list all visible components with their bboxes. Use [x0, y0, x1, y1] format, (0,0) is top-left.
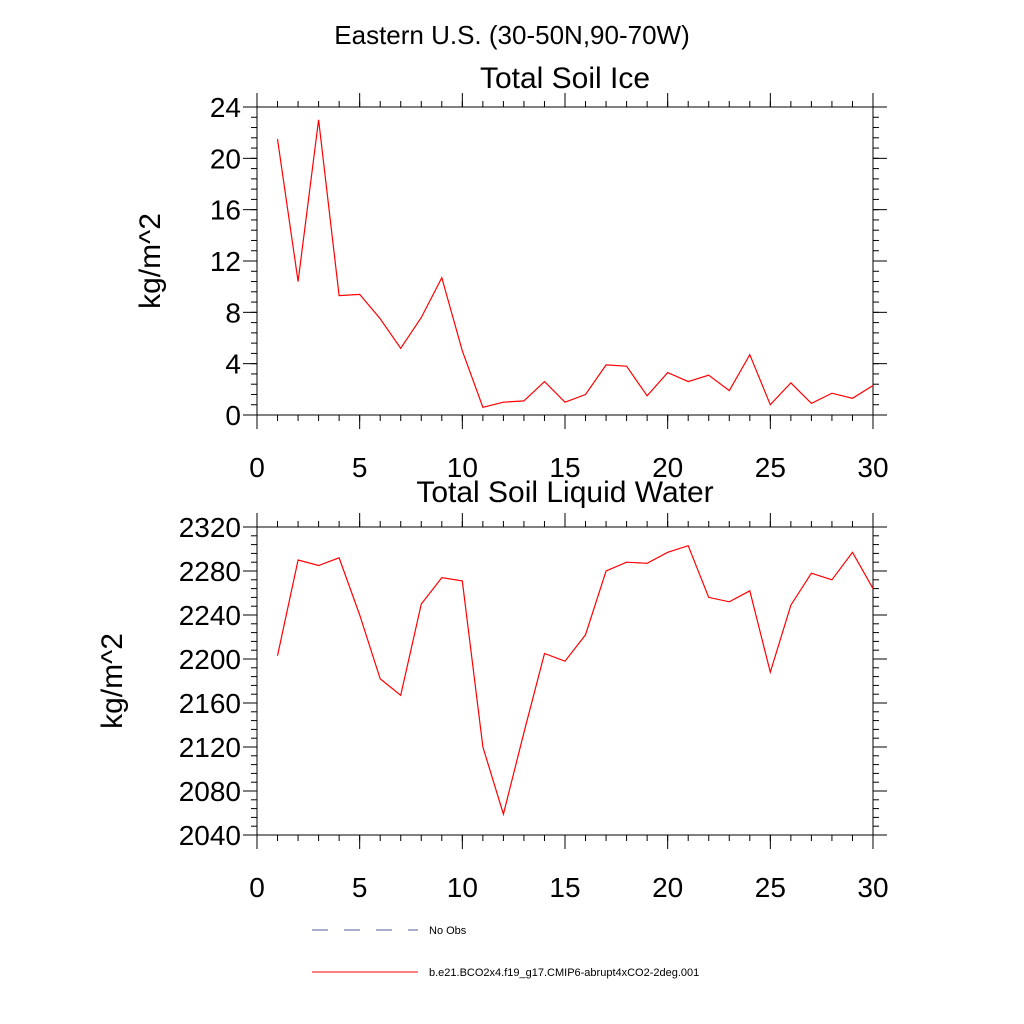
legend-model-label: b.e21.BCO2x4.f19_g17.CMIP6-abrupt4xCO2-2… — [429, 967, 699, 979]
legend-obs-label: No Obs — [429, 925, 467, 937]
y-tick-label: 12 — [210, 246, 241, 277]
plot-frame — [256, 526, 874, 836]
y-tick-label: 2160 — [179, 688, 241, 719]
panel-total-soil-liquid-water: Total Soil Liquid Water kg/m^2 0 5 10 15 20 25 3… — [96, 476, 889, 903]
y-tick-label: 2280 — [179, 556, 241, 587]
x-tick-label: 30 — [857, 872, 888, 903]
x-tick-label: 20 — [652, 452, 683, 483]
x-tick-label: 25 — [755, 452, 786, 483]
x-tick-label: 25 — [755, 872, 786, 903]
chart-title: Total Soil Ice — [480, 62, 650, 95]
y-tick-label: 4 — [225, 349, 241, 380]
y-tick-label: 2120 — [179, 732, 241, 763]
panel-total-soil-ice: Total Soil Ice kg/m^2 0 5 10 15 20 25 30 0 4 8 12 16 2… — [134, 62, 889, 483]
x-tick-label: 0 — [249, 872, 265, 903]
y-axis-label: kg/m^2 — [96, 633, 129, 729]
y-tick-label: 2320 — [179, 512, 241, 543]
x-tick-label: 0 — [249, 452, 265, 483]
y-tick-label: 2200 — [179, 644, 241, 675]
x-tick-label: 5 — [352, 872, 368, 903]
y-tick-label: 20 — [210, 143, 241, 174]
series-line — [276, 119, 874, 409]
x-tick-label: 10 — [447, 452, 478, 483]
x-tick-label: 15 — [549, 452, 580, 483]
x-tick-label: 5 — [352, 452, 368, 483]
legend: No Obs b.e21.BCO2x4.f19_g17.CMIP6-abrupt… — [312, 925, 699, 979]
x-tick-label: 15 — [549, 872, 580, 903]
x-tick-label: 10 — [447, 872, 478, 903]
y-tick-label: 0 — [225, 400, 241, 431]
y-tick-label: 2240 — [179, 600, 241, 631]
y-tick-label: 2040 — [179, 820, 241, 851]
y-tick-label: 2080 — [179, 776, 241, 807]
series-line — [276, 544, 874, 817]
y-tick-label: 24 — [210, 92, 241, 123]
plot-frame — [256, 106, 874, 416]
x-tick-label: 30 — [857, 452, 888, 483]
chart-title: Total Soil Liquid Water — [416, 476, 713, 509]
y-tick-label: 16 — [210, 195, 241, 226]
x-tick-label: 20 — [652, 872, 683, 903]
page-title: Eastern U.S. (30-50N,90-70W) — [334, 20, 689, 50]
y-tick-label: 8 — [225, 297, 241, 328]
y-axis-label: kg/m^2 — [134, 213, 167, 309]
